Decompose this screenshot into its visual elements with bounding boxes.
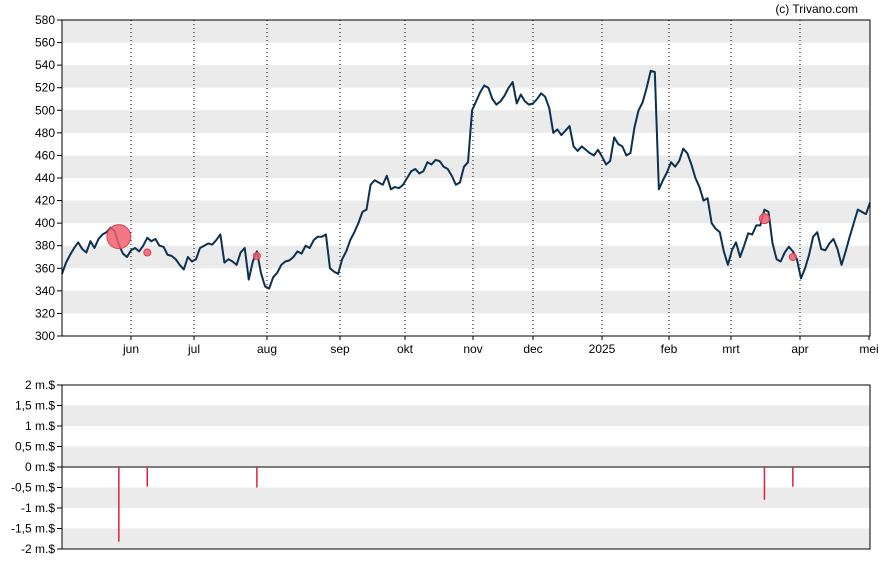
price-y-tick-label: 360	[35, 261, 55, 275]
price-band	[62, 290, 870, 314]
price-background-bands	[62, 20, 870, 314]
volume-y-tick-label: -1,5 m.$	[11, 522, 55, 536]
price-band	[62, 155, 870, 178]
insider-trade-marker	[758, 213, 770, 225]
volume-y-tick-label: -2 m.$	[21, 542, 55, 556]
price-series-line	[61, 69, 871, 290]
price-y-tick-label: 500	[35, 103, 55, 117]
price-x-tick-labels: jun jul aug sep okt nov dec 2025 feb mrt apr mei	[122, 336, 879, 356]
price-x-tick-label: dec	[523, 342, 542, 356]
insider-trade-marker	[143, 248, 152, 257]
volume-y-tick-labels: 2 m.$ 1,5 m.$ 1 m.$ 0,5 m.$ 0 m.$ -0,5 m.$ -1 …	[11, 378, 62, 556]
price-y-tick-label: 380	[35, 239, 55, 253]
price-band	[62, 245, 870, 269]
insider-trade-markers	[106, 213, 797, 261]
price-y-tick-label: 320	[35, 306, 55, 320]
volume-background-bands	[62, 405, 870, 549]
volume-y-tick-label: 1,5 m.$	[15, 399, 55, 413]
volume-y-tick-label: 2 m.$	[25, 378, 55, 392]
price-y-tick-label: 520	[35, 81, 55, 95]
price-y-tick-label: 440	[35, 171, 55, 185]
volume-band	[62, 487, 870, 508]
price-x-tick-label: jun	[122, 342, 139, 356]
price-y-tick-label: 460	[35, 148, 55, 162]
price-y-tick-label: 340	[35, 284, 55, 298]
price-x-tick-label: 2025	[589, 342, 616, 356]
price-band	[62, 110, 870, 133]
volume-y-tick-label: 0 m.$	[25, 460, 55, 474]
volume-y-tick-label: 1 m.$	[25, 419, 55, 433]
price-x-tick-label: aug	[257, 342, 277, 356]
price-x-tick-label: nov	[463, 342, 482, 356]
price-y-tick-label: 480	[35, 126, 55, 140]
price-month-gridlines	[130, 20, 801, 336]
volume-panel: 2 m.$ 1,5 m.$ 1 m.$ 0,5 m.$ 0 m.$ -0,5 m.$ -1 …	[11, 378, 871, 556]
price-y-tick-labels: 300 320 340 360 380 400 420 440 460 480 500 520 540 5…	[35, 13, 62, 343]
price-x-tick-label: okt	[397, 342, 414, 356]
insider-trade-marker	[788, 253, 797, 261]
price-x-tick-label: mrt	[722, 342, 740, 356]
price-y-tick-label: 400	[35, 216, 55, 230]
price-x-tick-label: apr	[791, 342, 808, 356]
volume-band	[62, 405, 870, 426]
price-panel-frame	[61, 19, 871, 337]
volume-band	[62, 446, 870, 467]
price-y-tick-label: 540	[35, 58, 55, 72]
price-y-tick-label: 580	[35, 13, 55, 27]
price-panel: 300 320 340 360 380 400 420 440 460 480 500 520 540 5…	[35, 13, 879, 356]
volume-y-tick-label: -0,5 m.$	[11, 481, 55, 495]
source-credit: (c) Trivano.com	[775, 2, 858, 16]
price-band	[62, 65, 870, 88]
insider-trade-marker	[106, 224, 132, 250]
volume-y-tick-label: -1 m.$	[21, 501, 55, 515]
volume-panel-frame	[61, 384, 871, 550]
price-y-tick-label: 560	[35, 36, 55, 50]
price-band	[62, 200, 870, 224]
insider-trade-marker	[252, 251, 261, 260]
price-x-tick-label: mei	[859, 342, 878, 356]
price-band	[62, 20, 870, 43]
price-y-tick-label: 300	[35, 329, 55, 343]
volume-y-tick-label: 0,5 m.$	[15, 440, 55, 454]
price-y-tick-label: 420	[35, 194, 55, 208]
price-x-tick-label: feb	[661, 342, 678, 356]
price-x-tick-label: sep	[330, 342, 350, 356]
volume-band	[62, 528, 870, 549]
insider-trade-bars	[118, 467, 794, 542]
price-x-tick-label: jul	[187, 342, 200, 356]
